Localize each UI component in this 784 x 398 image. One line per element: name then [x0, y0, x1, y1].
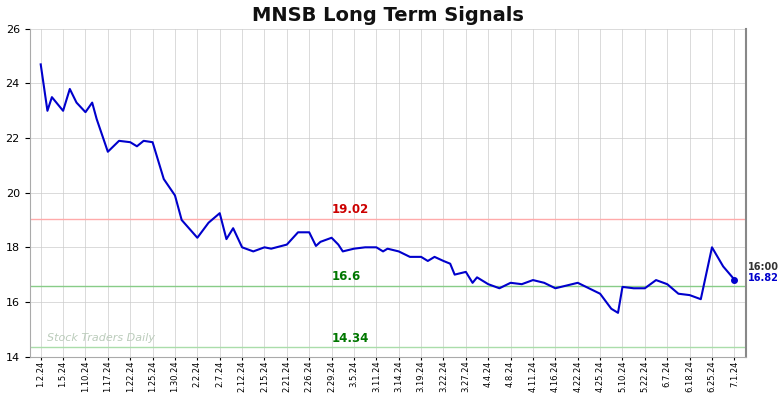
- Text: Stock Traders Daily: Stock Traders Daily: [47, 333, 155, 343]
- Text: 14.34: 14.34: [332, 332, 369, 345]
- Text: 19.02: 19.02: [332, 203, 368, 216]
- Title: MNSB Long Term Signals: MNSB Long Term Signals: [252, 6, 524, 25]
- Text: 16.82: 16.82: [748, 273, 779, 283]
- Text: 16:00: 16:00: [748, 262, 779, 272]
- Text: 16.6: 16.6: [332, 270, 361, 283]
